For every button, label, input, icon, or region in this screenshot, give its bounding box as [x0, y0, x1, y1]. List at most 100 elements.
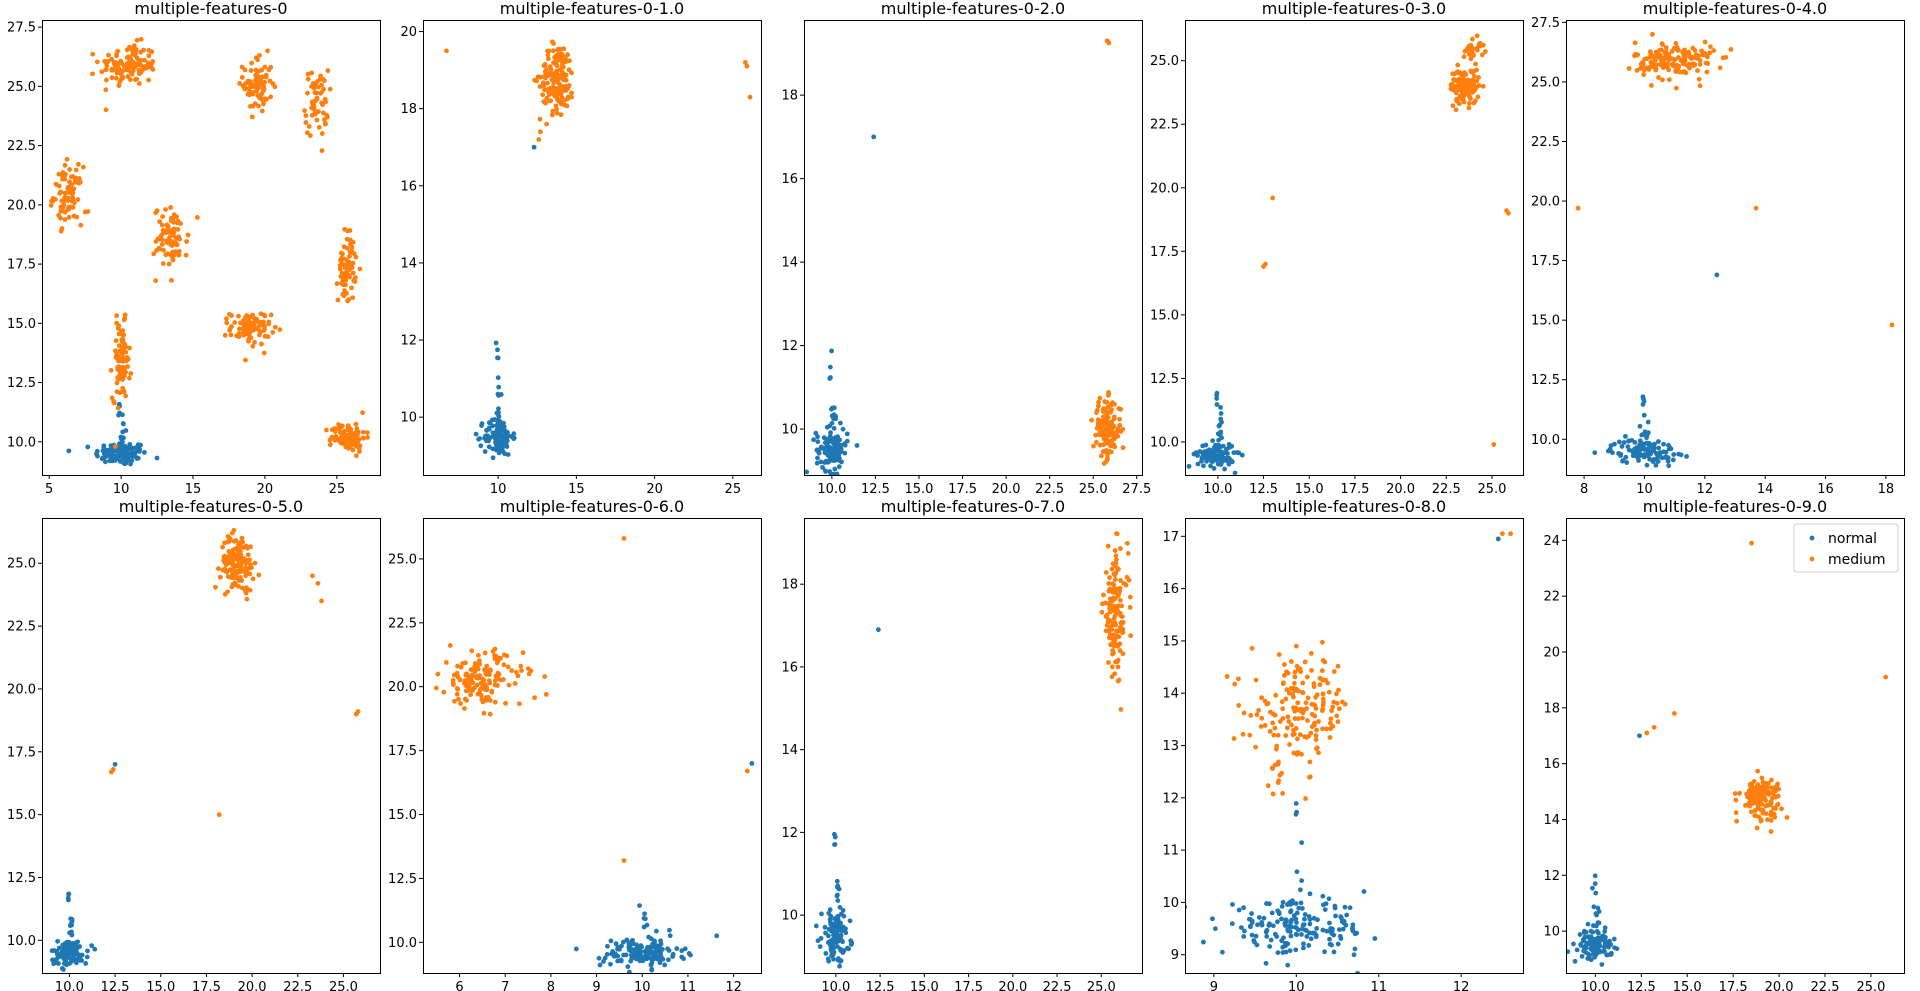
scatter-point-medium — [544, 80, 550, 86]
scatter-point-medium — [565, 94, 571, 100]
y-tick-label: 14 — [400, 256, 417, 271]
scatter-point-medium — [1759, 801, 1765, 807]
scatter-point-medium — [109, 56, 115, 62]
scatter-point-medium — [277, 327, 283, 333]
scatter-point-medium — [116, 367, 122, 373]
scatter-point-medium — [1499, 531, 1505, 537]
scatter-point-medium — [569, 70, 574, 76]
scatter-point-normal — [1267, 921, 1272, 927]
scatter-point-medium — [345, 423, 351, 429]
scatter-point-medium — [1124, 540, 1130, 546]
scatter-point-medium — [1638, 66, 1643, 71]
scatter-point-medium — [465, 688, 471, 694]
scatter-point-medium — [621, 536, 627, 541]
scatter-point-medium — [350, 447, 356, 453]
scatter-point-normal — [597, 962, 603, 968]
scatter-point-medium — [477, 688, 483, 694]
y-tick-label: 18 — [1543, 701, 1560, 716]
scatter-point-medium — [435, 671, 441, 677]
scatter-point-normal — [128, 461, 133, 467]
scatter-point-medium — [1316, 750, 1321, 756]
scatter-point-medium — [1101, 406, 1106, 412]
scatter-point-medium — [82, 209, 88, 215]
axes-frame — [804, 20, 1143, 476]
scatter-point-medium — [1753, 205, 1759, 211]
scatter-point-medium — [163, 207, 168, 212]
scatter-point-medium — [1104, 439, 1110, 445]
x-tick-label: 17.5 — [948, 482, 977, 497]
scatter-point-medium — [1109, 664, 1115, 670]
scatter-point-medium — [536, 137, 542, 142]
scatter-point-normal — [674, 946, 680, 951]
scatter-point-normal — [1665, 455, 1671, 461]
scatter-point-medium — [114, 350, 119, 356]
scatter-point-medium — [1308, 730, 1314, 736]
scatter-point-medium — [232, 320, 238, 325]
scatter-point-medium — [62, 209, 68, 215]
scatter-point-normal — [647, 951, 653, 956]
scatter-point-normal — [495, 355, 500, 361]
scatter-point-medium — [433, 685, 439, 691]
scatter-point-medium — [125, 364, 130, 370]
scatter-point-medium — [341, 281, 347, 287]
scatter-point-normal — [644, 946, 650, 952]
scatter-point-normal — [1214, 392, 1220, 398]
scatter-point-medium — [256, 332, 262, 338]
y-tick-label: 15 — [1162, 634, 1179, 649]
scatter-point-normal — [479, 423, 484, 428]
scatter-point-normal — [1336, 927, 1342, 933]
scatter-point-medium — [1097, 442, 1103, 448]
scatter-point-medium — [1271, 732, 1277, 738]
scatter-point-medium — [325, 114, 330, 120]
scatter-point-medium — [1293, 643, 1299, 649]
x-tick-label: 15.0 — [1673, 980, 1702, 991]
scatter-point-medium — [1733, 797, 1739, 803]
scatter-point-normal — [626, 941, 632, 947]
scatter-point-medium — [234, 333, 239, 339]
scatter-point-normal — [829, 405, 835, 411]
scatter-point-normal — [505, 432, 511, 438]
scatter-point-medium — [563, 83, 569, 89]
scatter-point-medium — [118, 348, 124, 354]
scatter-point-medium — [1313, 737, 1319, 743]
scatter-point-medium — [525, 666, 531, 671]
scatter-point-medium — [1646, 65, 1652, 71]
scatter-point-normal — [804, 469, 810, 475]
scatter-point-normal — [120, 439, 125, 445]
scatter-point-normal — [1678, 452, 1684, 458]
scatter-point-medium — [263, 72, 269, 78]
scatter-point-medium — [310, 105, 316, 111]
scatter-point-medium — [353, 443, 359, 449]
scatter-point-medium — [255, 93, 261, 99]
scatter-point-normal — [681, 956, 686, 962]
scatter-point-normal — [1201, 463, 1206, 469]
scatter-point-normal — [494, 410, 500, 416]
scatter-point-medium — [492, 699, 498, 705]
scatter-point-normal — [1714, 272, 1720, 278]
scatter-point-medium — [56, 171, 62, 177]
y-tick-label: 20.0 — [388, 680, 417, 695]
scatter-point-normal — [749, 760, 755, 766]
scatter-point-medium — [357, 266, 363, 272]
scatter-point-medium — [1262, 722, 1268, 728]
scatter-point-medium — [118, 58, 124, 64]
scatter-point-medium — [1327, 735, 1333, 740]
x-tick-label: 8 — [1580, 482, 1588, 497]
scatter-point-medium — [1751, 779, 1757, 784]
scatter-point-normal — [69, 918, 75, 924]
scatter-point-medium — [1467, 84, 1473, 90]
scatter-point-medium — [562, 102, 568, 108]
scatter-point-medium — [1748, 784, 1754, 789]
scatter-point-medium — [126, 375, 132, 381]
scatter-point-normal — [1226, 455, 1232, 461]
scatter-point-medium — [1126, 577, 1132, 583]
scatter-point-medium — [122, 312, 128, 318]
scatter-point-medium — [495, 655, 501, 661]
scatter-point-normal — [122, 458, 128, 464]
scatter-point-normal — [1623, 433, 1628, 439]
scatter-point-medium — [132, 64, 138, 70]
scatter-point-medium — [1466, 100, 1472, 106]
scatter-point-medium — [1320, 702, 1326, 708]
scatter-point-normal — [483, 433, 489, 439]
scatter-point-medium — [1280, 706, 1286, 712]
